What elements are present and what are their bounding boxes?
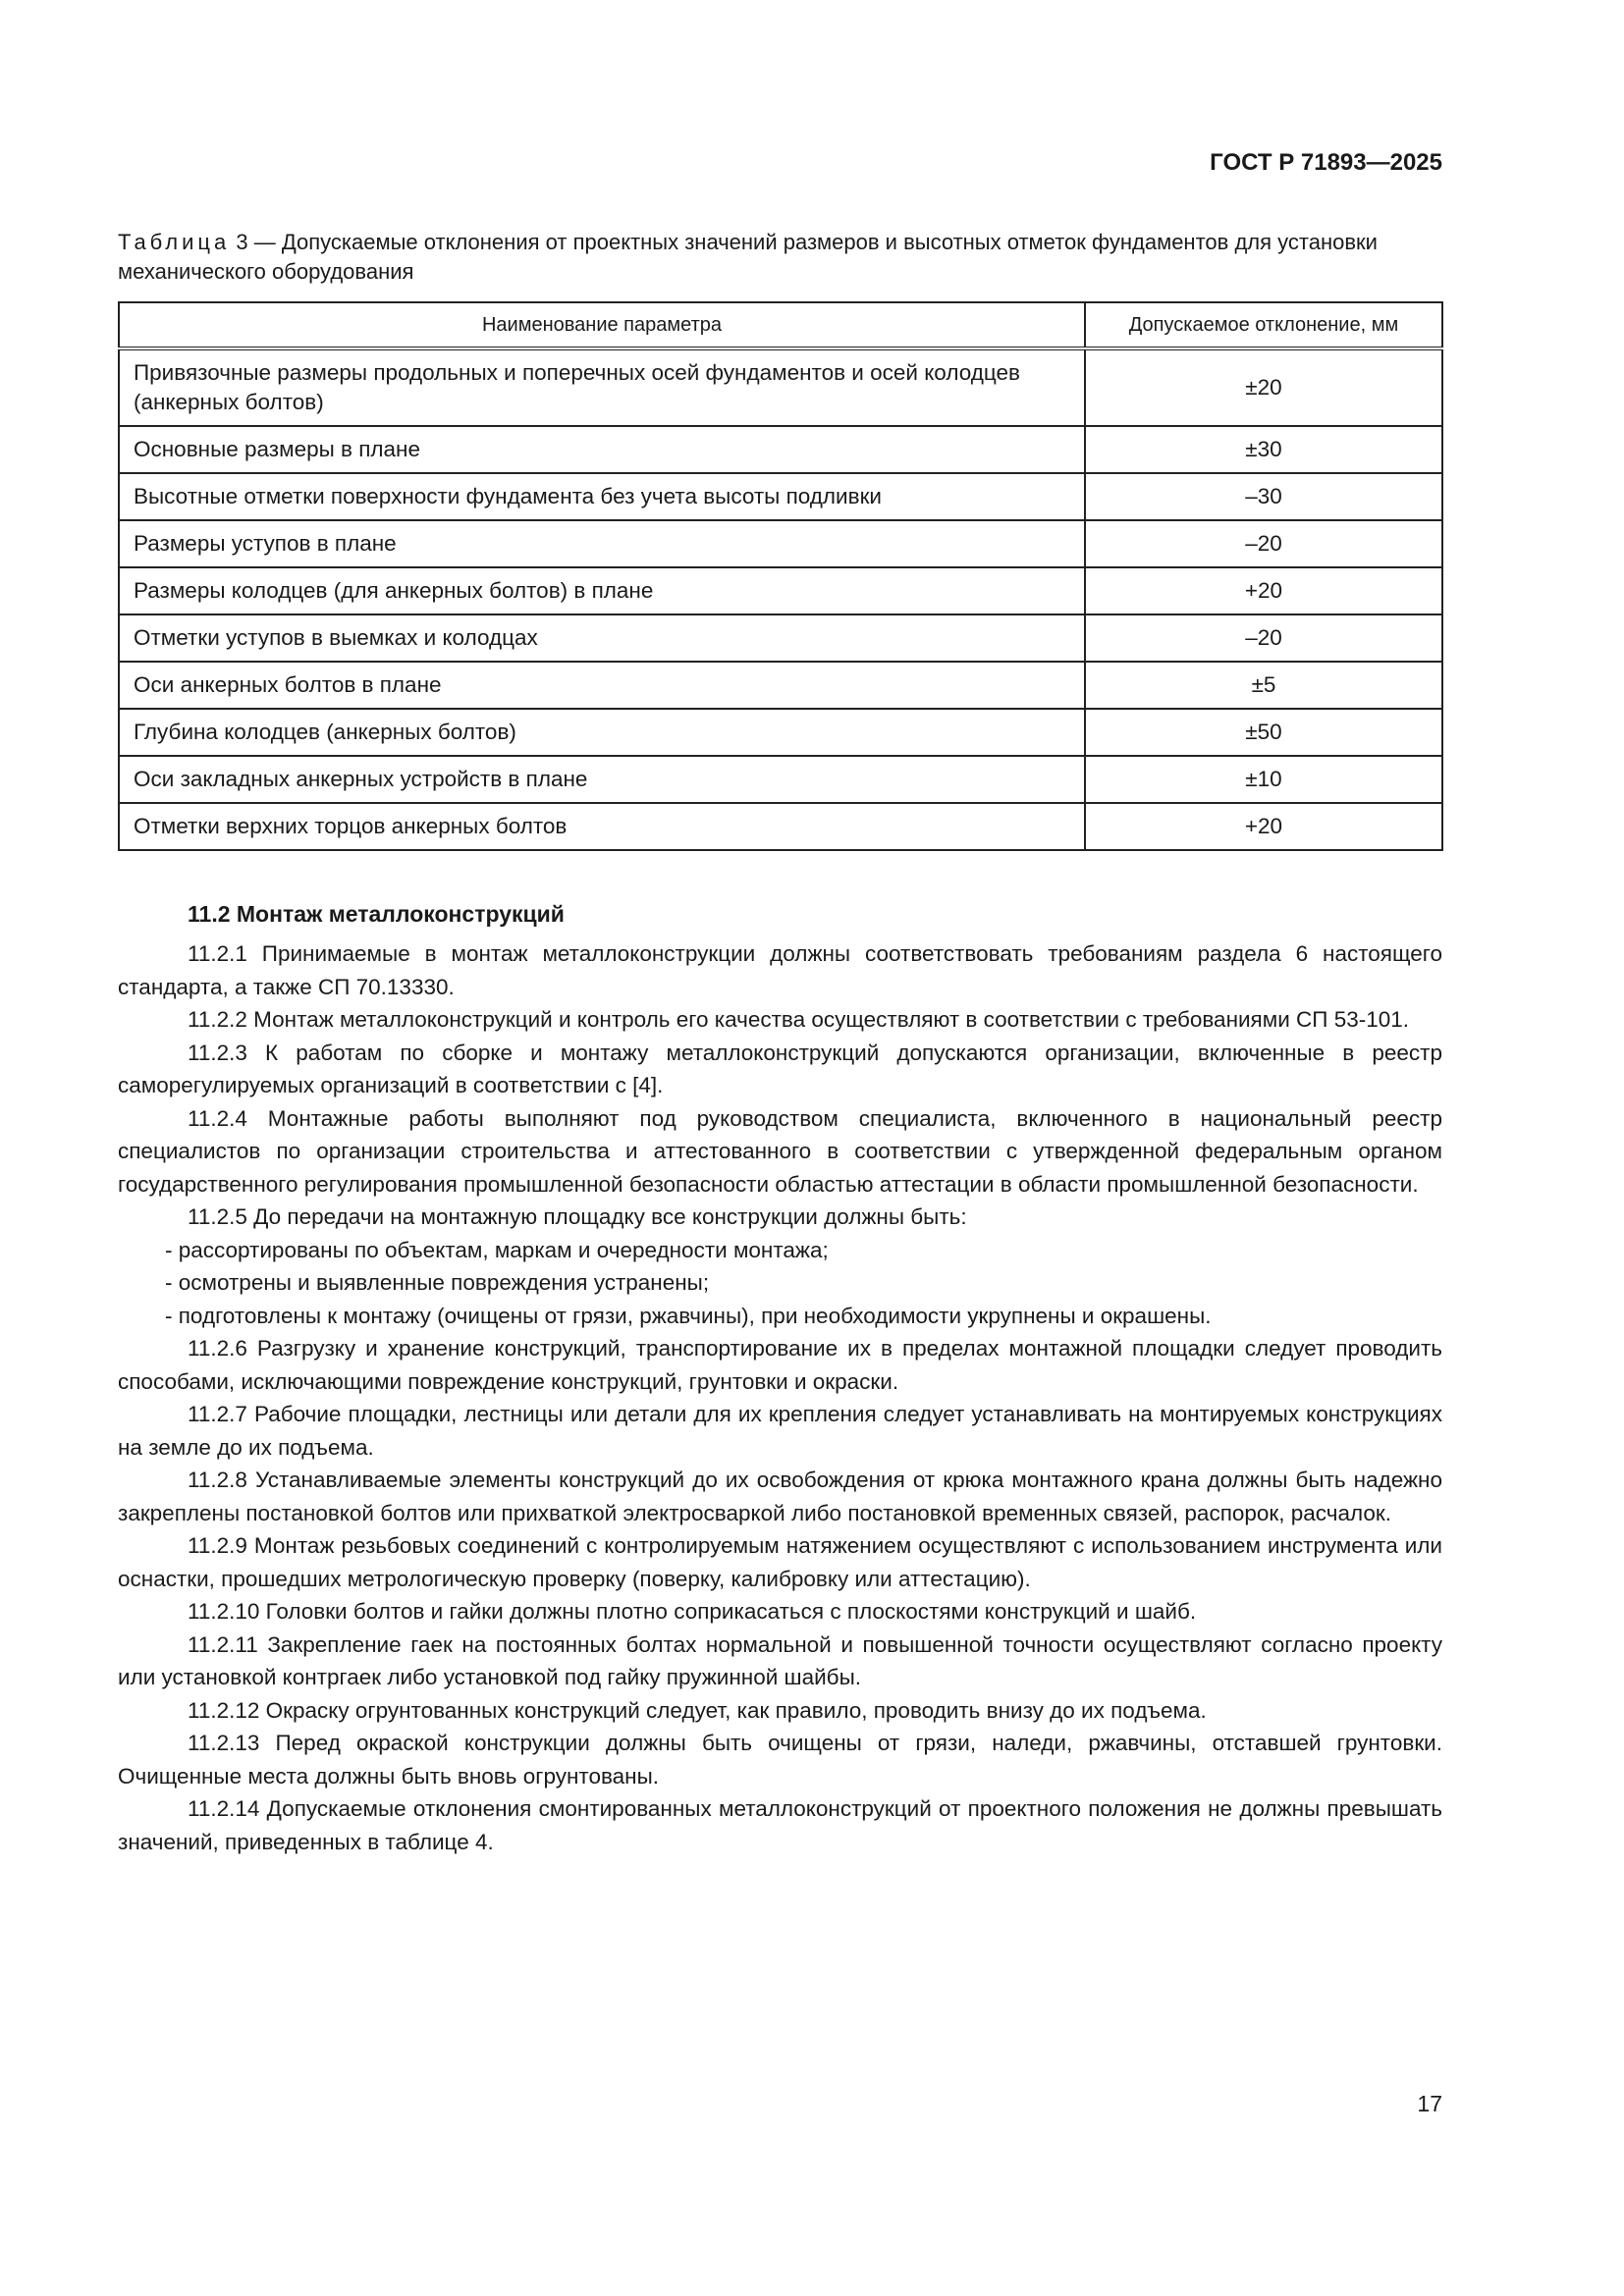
- parameter-cell: Привязочные размеры продольных и попереч…: [118, 347, 1086, 427]
- parameter-cell: Оси анкерных болтов в плане: [118, 661, 1086, 710]
- table-row: Оси анкерных болтов в плане ±5: [118, 661, 1443, 710]
- list-item: - подготовлены к монтажу (очищены от гря…: [165, 1303, 1212, 1328]
- page-number: 17: [1417, 2091, 1442, 2116]
- paragraph: 11.2.9 Монтаж резьбовых соединений с кон…: [118, 1533, 1442, 1591]
- document-id: ГОСТ Р 71893—2025: [1210, 149, 1442, 176]
- paragraph: 11.2.11 Закрепление гаек на постоянных б…: [118, 1631, 1442, 1690]
- table-row: Оси закладных анкерных устройств в плане…: [118, 755, 1443, 804]
- list-item: - рассортированы по объектам, маркам и о…: [165, 1237, 829, 1262]
- table-row: Отметки уступов в выемках и колодцах –20: [118, 614, 1443, 663]
- parameter-cell: Размеры уступов в плане: [118, 519, 1086, 568]
- deviation-cell: ±20: [1084, 347, 1443, 427]
- table-caption: Таблица 3 — Допускаемые отклонения от пр…: [118, 228, 1442, 287]
- paragraph: 11.2.10 Головки болтов и гайки должны пл…: [188, 1599, 1197, 1624]
- section-11-2: 11.2 Монтаж металлоконструкций 11.2.1 Пр…: [118, 895, 1442, 1858]
- deviation-cell: ±30: [1084, 425, 1443, 474]
- deviation-cell: +20: [1084, 802, 1443, 851]
- paragraph: 11.2.13 Перед окраской конструкции должн…: [118, 1731, 1442, 1789]
- table-row: Высотные отметки поверхности фундамента …: [118, 472, 1443, 521]
- table-row: Отметки верхних торцов анкерных болтов +2…: [118, 802, 1443, 851]
- paragraph: 11.2.12 Окраску огрунтованных конструкци…: [188, 1697, 1207, 1723]
- paragraph: 11.2.8 Устанавливаемые элементы конструк…: [118, 1468, 1442, 1525]
- paragraph: 11.2.14 Допускаемые отклонения смонтиров…: [118, 1796, 1442, 1854]
- table-row: Глубина колодцев (анкерных болтов) ±50: [118, 708, 1443, 757]
- column-header-parameter: Наименование параметра: [118, 301, 1086, 349]
- parameter-cell: Оси закладных анкерных устройств в плане: [118, 755, 1086, 804]
- deviation-cell: +20: [1084, 566, 1443, 615]
- tolerance-table: Наименование параметра Допускаемое откло…: [118, 301, 1443, 851]
- deviation-cell: –30: [1084, 472, 1443, 521]
- paragraph: 11.2.3 К работам по сборке и монтажу мет…: [118, 1040, 1442, 1098]
- paragraph: 11.2.5 До передачи на монтажную площадку…: [188, 1204, 967, 1229]
- deviation-cell: ±50: [1084, 708, 1443, 757]
- column-header-deviation: Допускаемое отклонение, мм: [1084, 301, 1443, 349]
- table-label: Таблица: [118, 230, 231, 254]
- deviation-cell: –20: [1084, 614, 1443, 663]
- table-row: Основные размеры в плане ±30: [118, 425, 1443, 474]
- paragraph: 11.2.7 Рабочие площадки, лестницы или де…: [118, 1402, 1442, 1460]
- list-item: - осмотрены и выявленные повреждения уст…: [165, 1270, 710, 1295]
- paragraph: 11.2.4 Монтажные работы выполняют под ру…: [118, 1105, 1442, 1197]
- parameter-cell: Отметки верхних торцов анкерных болтов: [118, 802, 1086, 851]
- parameter-cell: Размеры колодцев (для анкерных болтов) в…: [118, 566, 1086, 615]
- parameter-cell: Глубина колодцев (анкерных болтов): [118, 708, 1086, 757]
- table-row: Привязочные размеры продольных и попереч…: [118, 347, 1443, 427]
- paragraph: 11.2.6 Разгрузку и хранение конструкций,…: [118, 1336, 1442, 1394]
- deviation-cell: ±5: [1084, 661, 1443, 710]
- table-row: Размеры колодцев (для анкерных болтов) в…: [118, 566, 1443, 615]
- section-title: 11.2 Монтаж металлоконструкций: [188, 901, 565, 927]
- table-row: Размеры уступов в плане –20: [118, 519, 1443, 568]
- parameter-cell: Отметки уступов в выемках и колодцах: [118, 614, 1086, 663]
- deviation-cell: –20: [1084, 519, 1443, 568]
- parameter-cell: Высотные отметки поверхности фундамента …: [118, 472, 1086, 521]
- paragraph: 11.2.1 Принимаемые в монтаж металлоконст…: [118, 941, 1442, 999]
- parameter-cell: Основные размеры в плане: [118, 425, 1086, 474]
- paragraph: 11.2.2 Монтаж металлоконструкций и контр…: [188, 1007, 1410, 1032]
- table-caption-text: 3 — Допускаемые отклонения от проектных …: [118, 230, 1378, 284]
- deviation-cell: ±10: [1084, 755, 1443, 804]
